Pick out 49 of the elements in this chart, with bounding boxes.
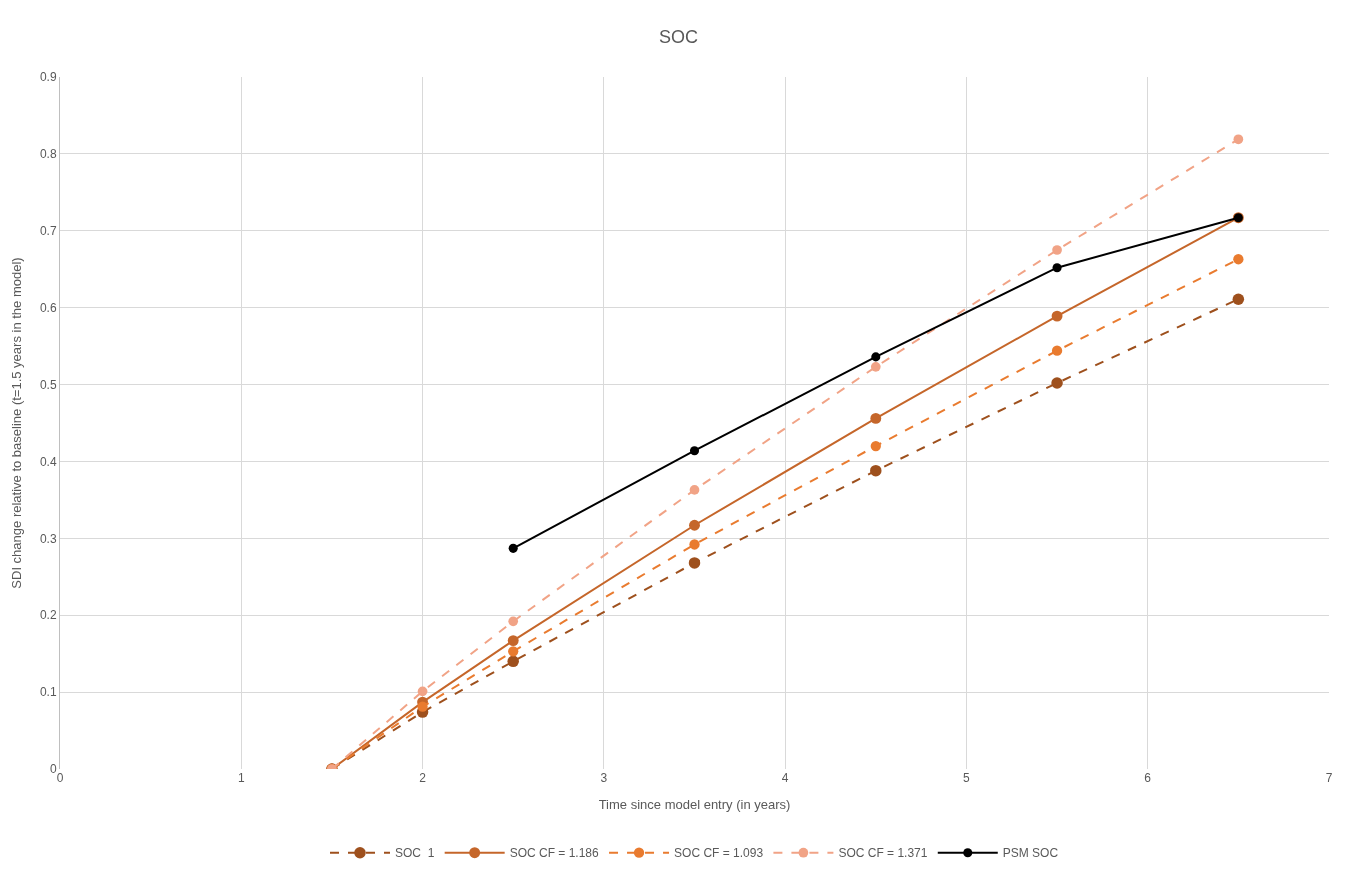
y-tick-label: 0.9 [39,70,57,85]
x-tick-label: 3 [600,771,608,785]
legend-label: SOC CF = 1.371 [838,846,928,861]
point [508,543,518,553]
x-tick-label: 5 [963,771,971,785]
point [1052,263,1062,273]
x-tick-label: 7 [1325,771,1333,785]
point [870,440,881,452]
point [689,539,700,550]
y-tick-label: 0.7 [39,223,57,238]
legend-label: SOC 1 [395,846,435,861]
point [1051,345,1063,356]
point [508,616,519,627]
point [1051,377,1063,389]
point [507,635,519,647]
point [1232,293,1245,305]
y-tick-label: 0.3 [39,531,57,546]
point [689,519,700,531]
x-tick-label: 6 [1144,771,1152,785]
y-tick-label: 0.4 [39,454,57,469]
point [689,446,700,456]
point [1233,254,1244,265]
point [417,701,428,712]
x-axis-title: Time since model entry (in years) [598,796,791,812]
point [507,655,519,668]
point [871,352,881,362]
y-tick-label: 0.8 [39,147,57,162]
x-tick-label: 1 [237,771,245,785]
y-axis-title: SDI change relative to baseline (t=1.5 years in the model) [8,257,24,589]
y-tick-label: 0.5 [39,377,57,392]
point [1233,134,1244,145]
y-tick-label: 0.1 [39,685,57,700]
point [508,646,519,657]
y-tick-label: 0.2 [39,608,57,623]
point [417,686,428,697]
point [1052,245,1062,255]
point [870,362,881,372]
point [689,485,700,495]
point [870,464,882,477]
x-tick-label: 4 [781,771,789,785]
legend-label: SOC CF = 1.186 [509,846,600,861]
point [1051,310,1063,322]
legend-label: SOC CF = 1.093 [674,846,764,861]
point [688,557,701,569]
x-tick-label: 2 [419,771,427,785]
legend-label: PSM SOC [1002,846,1059,861]
chart-title: SOC [658,27,699,48]
y-tick-label: 0.6 [39,300,57,315]
point [870,412,882,424]
